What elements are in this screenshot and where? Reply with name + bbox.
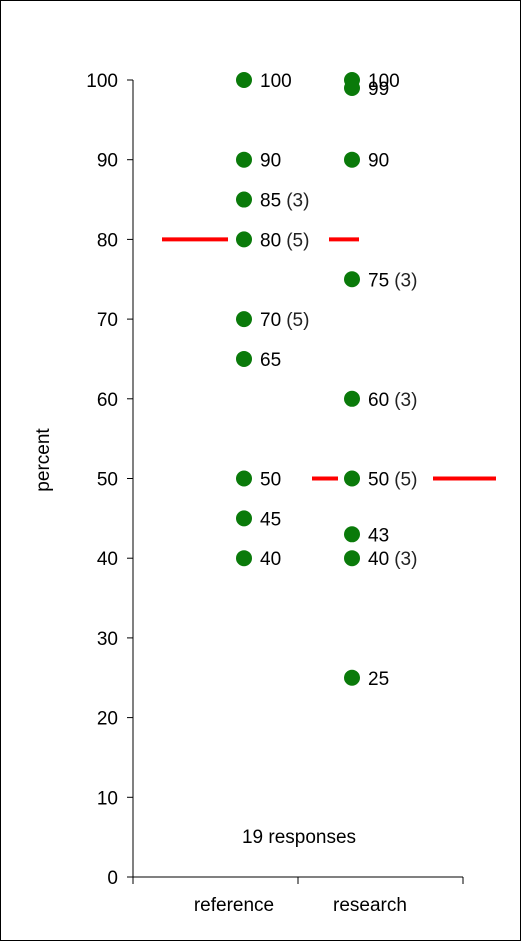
data-label: 70 (260, 310, 281, 331)
data-count: (3) (394, 270, 417, 291)
data-label: 40 (260, 549, 281, 570)
data-label: 75 (368, 270, 389, 291)
data-point-reference (236, 311, 252, 328)
data-label: 90 (260, 151, 281, 172)
data-point-research (344, 470, 360, 487)
data-label: 60 (368, 390, 389, 411)
data-label: 85 (260, 191, 281, 212)
y-tick-label: 20 (97, 709, 118, 730)
medians-group (162, 237, 496, 481)
y-axis-label: percent (33, 428, 54, 492)
data-label: 100 (260, 71, 292, 92)
data-count: (3) (286, 191, 309, 212)
y-tick-label: 60 (97, 390, 118, 411)
data-label: 99 (368, 79, 389, 100)
x-tick-label-reference: reference (194, 895, 274, 916)
data-point-research (344, 390, 360, 407)
data-label: 45 (260, 509, 281, 530)
data-point-research (344, 550, 360, 567)
data-label: 65 (260, 350, 281, 371)
data-label: 40 (368, 549, 389, 570)
data-count: (5) (286, 310, 309, 331)
y-tick-label: 80 (97, 230, 118, 251)
data-label: 90 (368, 151, 389, 172)
data-point-reference (236, 72, 252, 88)
y-tick-label: 90 (97, 151, 118, 172)
data-point-reference (236, 191, 252, 208)
data-point-reference (236, 350, 252, 367)
y-tick-label: 100 (86, 71, 118, 92)
y-tick-label: 50 (97, 470, 118, 491)
data-label: 80 (260, 230, 281, 251)
y-tick-label: 70 (97, 310, 118, 331)
data-point-reference (236, 231, 252, 248)
data-label: 50 (368, 470, 389, 491)
data-point-reference (236, 550, 252, 567)
data-point-research (344, 79, 360, 96)
x-tick-label-research: research (333, 895, 407, 916)
data-label: 25 (368, 669, 389, 690)
data-label: 50 (260, 470, 281, 491)
responses-annotation: 19 responses (242, 827, 356, 848)
y-tick-label: 30 (97, 629, 118, 650)
y-tick-label: 40 (97, 549, 118, 570)
data-label: 43 (368, 525, 389, 546)
data-point-research (344, 151, 360, 168)
data-count: (3) (394, 390, 417, 411)
data-label: 100 (368, 71, 400, 92)
data-point-research (344, 271, 360, 288)
data-point-reference (236, 470, 252, 487)
data-count: (3) (394, 549, 417, 570)
data-count: (5) (286, 230, 309, 251)
axes-group: 0 10 20 30 40 50 60 70 80 90 100 reference research (86, 71, 464, 916)
y-tick-label: 0 (107, 868, 118, 889)
data-point-reference (236, 510, 252, 527)
data-count: (5) (394, 470, 417, 491)
data-point-research (344, 669, 360, 686)
data-point-research (344, 526, 360, 543)
data-point-reference (236, 151, 252, 168)
y-tick-label: 10 (97, 788, 118, 809)
